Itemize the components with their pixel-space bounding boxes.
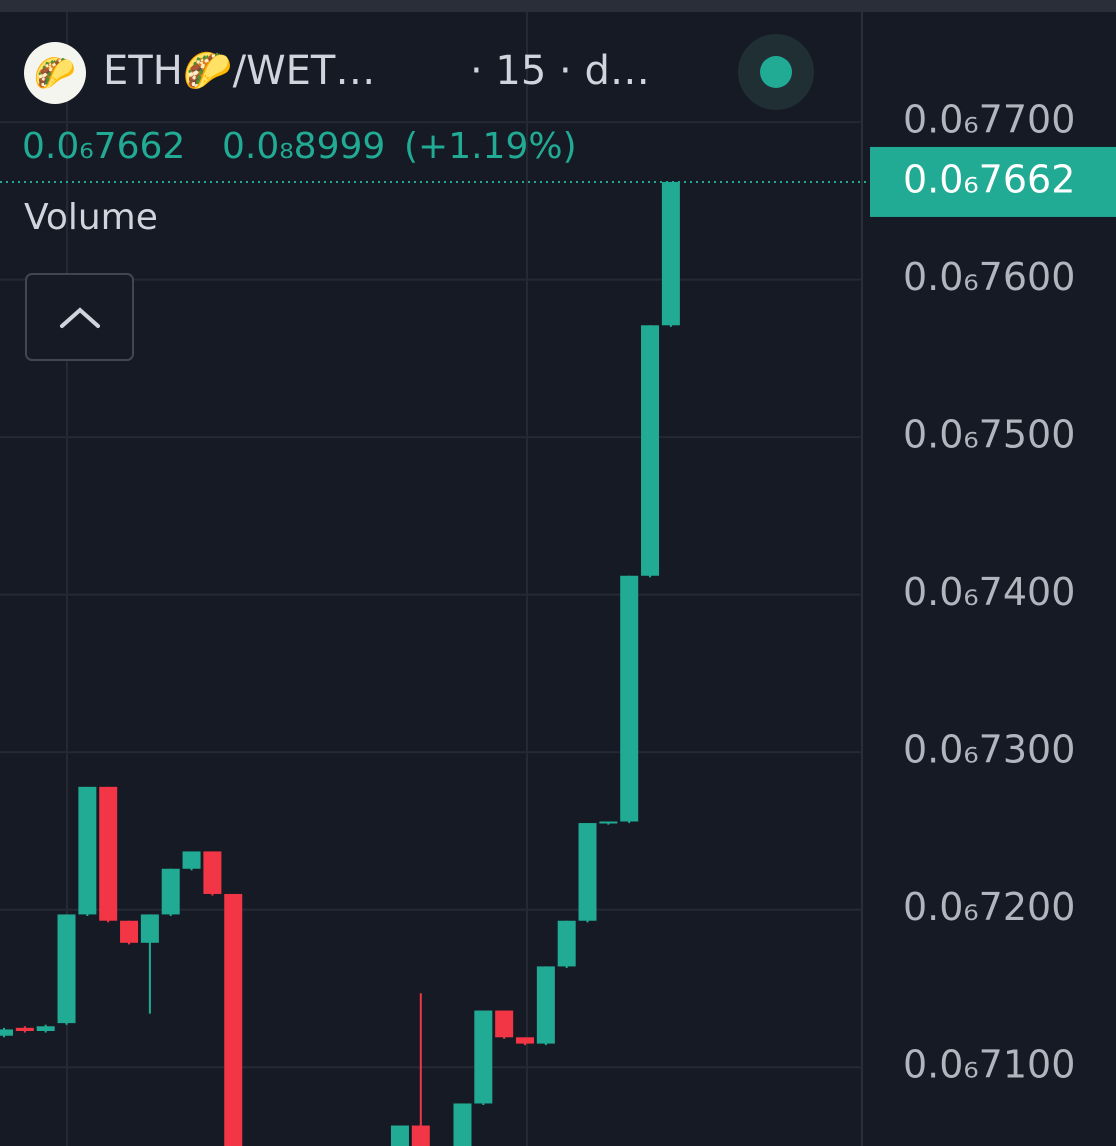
candle-body (36, 1026, 55, 1032)
candle-body (599, 821, 618, 824)
candle-body (224, 893, 243, 1146)
y-tick-label: 0.0₆7100 (903, 1043, 1075, 1087)
y-tick-label: 0.0₆7300 (903, 728, 1075, 772)
overlay: 🌮 ETH🌮/WET… · 15 · d… 0.0₆7662 0.0₈8999 … (22, 34, 814, 361)
candle-body (495, 1010, 514, 1038)
top-bar (0, 0, 1116, 12)
candle-body (620, 575, 639, 822)
candle-body (182, 851, 201, 869)
symbol-title: ETH🌮/WET… (103, 48, 375, 94)
last-price-label: 0.0₆7662 (903, 157, 1075, 201)
token-icon-glyph: 🌮 (34, 54, 76, 94)
collapse-button[interactable] (25, 273, 134, 361)
candle-body (474, 1010, 493, 1104)
y-tick-label: 0.0₆7500 (903, 413, 1075, 457)
candles (0, 181, 680, 1146)
interval: · 15 · d… (470, 48, 650, 94)
indicator-label: Volume (24, 197, 158, 238)
legend-change: 0.0₈8999 (222, 126, 385, 167)
candle-body (203, 851, 222, 894)
candle-body (411, 1125, 430, 1146)
token-icon (24, 42, 86, 104)
y-tick-label: 0.0₆7700 (903, 98, 1075, 142)
grid (0, 12, 863, 1146)
candle-body (453, 1103, 472, 1146)
candle-body (516, 1037, 534, 1044)
y-tick-label: 0.0₆7400 (903, 570, 1075, 614)
candle-body (78, 786, 97, 915)
candle-body (99, 786, 118, 921)
candle-body (140, 914, 159, 943)
candle-body (390, 1125, 409, 1146)
candle-body (0, 1029, 13, 1036)
candle-body (641, 325, 660, 576)
candle-body (15, 1027, 34, 1032)
candle-body (536, 966, 555, 1044)
legend-change-pct: (+1.19%) (404, 126, 577, 167)
status-dot (760, 56, 792, 88)
y-tick-label: 0.0₆7200 (903, 885, 1075, 929)
candle-body (661, 181, 680, 326)
last-price-box (870, 146, 1116, 217)
legend-close: 0.0₆7662 (22, 126, 185, 167)
chevron-up (60, 307, 100, 328)
candle-body (161, 868, 180, 915)
candle-body (120, 920, 139, 943)
candle-body (578, 823, 597, 921)
y-tick-label: 0.0₆7600 (903, 255, 1075, 299)
candle-body (57, 914, 76, 1024)
candle-body (557, 920, 576, 967)
